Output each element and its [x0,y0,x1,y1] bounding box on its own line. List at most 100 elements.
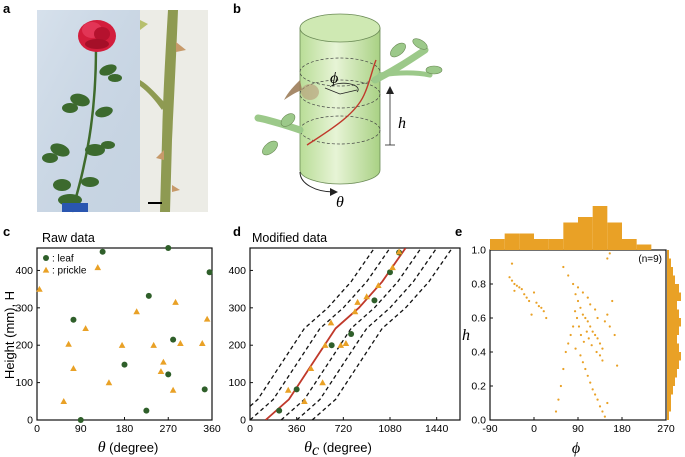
dashed-guide-line [296,248,438,420]
y-tick-label: 0.0 [471,415,486,427]
panel-c-xlabel-sym: θ [98,439,106,456]
x-tick-label: 360 [203,423,221,435]
prickle-point [94,264,102,271]
y-tick-label: 0.6 [471,313,486,325]
panel-c-title: Raw data [42,231,95,245]
prickle-point [351,308,359,315]
prickle-point [395,248,403,255]
phi-h-point [581,291,584,294]
phi-h-point [576,299,580,303]
right-hist-bar [667,284,679,293]
leaf-point [77,417,84,423]
phi-h-point [598,354,602,357]
phi-h-point [584,367,587,371]
leaf-point [145,292,152,299]
phi-h-point [574,293,577,296]
right-hist-bar [667,369,677,378]
prickle-point [157,368,165,375]
prickle-point [65,340,72,347]
phi-h-point [589,325,592,328]
top-hist-bar [519,233,534,250]
right-hist-bar [667,394,671,403]
phi-h-point [510,279,514,282]
phi-h-point [586,320,589,323]
leaf-point [121,361,128,368]
phi-h-point [572,282,575,286]
phi-h-point [613,333,616,337]
dashed-guide-line [250,248,375,408]
top-hist-bar [636,244,652,250]
x-tick-label: 360 [288,423,306,435]
phi-h-point [586,374,589,377]
panel-d-curves [250,248,453,420]
phi-h-point [575,316,579,320]
panel-d-label: d [233,224,241,239]
leaf-point [170,336,177,343]
prickle-point [342,340,350,346]
panel-d-xlabel-sub: c [312,442,319,457]
dashed-guide-line [250,248,391,420]
phi-h-point [594,308,597,311]
right-hist-bar [667,275,675,284]
phi-h-point [594,333,597,337]
phi-h-point [587,337,590,340]
panel-b-label: b [233,1,241,16]
prickle-point [198,340,206,346]
prickle-point [105,379,113,386]
phi-h-point [586,296,589,299]
x-tick-label: 90 [572,423,584,435]
plot-frame [489,249,667,421]
phi-h-point [589,381,592,384]
prickle-point [321,341,329,348]
right-hist-bar [667,258,671,267]
prickle-point [203,315,211,322]
x-tick-label: -90 [482,423,497,435]
y-tick-label: 100 [228,377,246,389]
x-tick-label: 0 [531,423,537,435]
phi-h-point [611,299,614,303]
panel-c-xlabel: θ (degree) [98,439,159,456]
panel-c-xlabel-unit: (degree) [106,440,159,455]
top-hist-bar [578,217,593,250]
phi-h-point [579,333,583,337]
panel-e-xlabel: ϕ [572,440,580,457]
prickle-point [307,365,315,372]
phi-h-point [525,296,528,299]
x-tick-label: 180 [613,423,631,435]
phi-h-point [606,313,609,316]
right-hist-bar [667,250,669,259]
phi-h-point [595,350,598,354]
phi-h-point [515,284,518,287]
legend-leaf-marker [43,255,49,261]
phi-h-point [513,282,516,286]
phi-h-point [567,342,570,345]
phi-h-point [554,410,558,413]
leaf-point [201,386,208,393]
phi-h-point [608,252,611,255]
panel-d-xlabel-sym: θ [304,439,312,456]
prickle-point [169,386,177,393]
top-hist-bar [490,239,505,250]
phi-h-point [601,347,604,350]
x-tick-label: 270 [159,423,177,435]
prickle-point [375,282,382,289]
right-hist-bar [667,411,669,420]
phi-h-point [518,286,521,289]
phi-h-point [537,305,540,308]
phi-h-point [608,325,611,328]
y-tick-label: 400 [228,265,246,277]
phi-h-point [590,344,593,347]
panel-d-xlabel-unit: (degree) [319,440,372,455]
diagram-phi-label: ϕ [330,70,338,87]
phi-h-point [559,384,562,388]
top-hist-bar [622,239,637,250]
y-tick-label: 300 [15,302,33,314]
phi-h-point [581,313,584,316]
right-hist-bar [667,352,681,361]
right-hist-bar [667,377,675,386]
phi-h-point [520,288,523,291]
top-hist-bar [563,222,578,250]
panel-c-ylabel: Height (mm), H [2,291,17,379]
phi-h-point [530,313,533,316]
top-hist-bar [548,239,564,250]
